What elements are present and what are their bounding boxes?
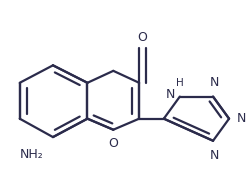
Text: O: O <box>138 31 148 44</box>
Text: NH₂: NH₂ <box>20 148 44 161</box>
Text: N: N <box>210 76 219 89</box>
Text: N: N <box>236 112 246 125</box>
Text: N: N <box>210 149 219 162</box>
Text: N: N <box>165 88 175 101</box>
Text: H: H <box>176 78 184 88</box>
Text: O: O <box>108 137 118 150</box>
